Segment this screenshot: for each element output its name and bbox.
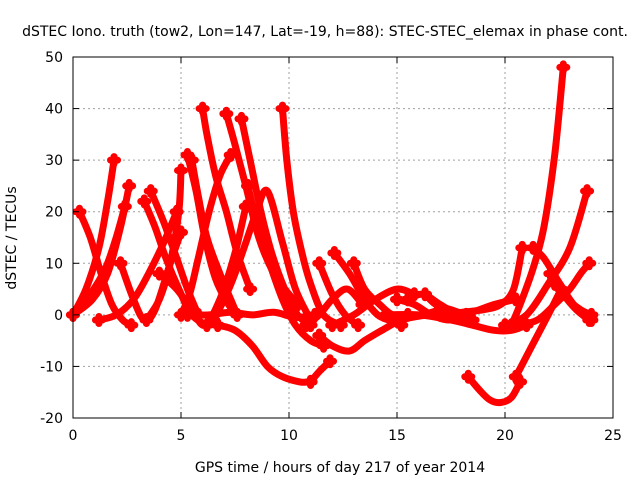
series-line bbox=[244, 182, 328, 350]
plus-marker bbox=[508, 292, 523, 307]
plus-marker bbox=[152, 266, 167, 281]
plus-marker bbox=[195, 101, 210, 116]
x-tick-label: 25 bbox=[604, 428, 622, 444]
plus-marker bbox=[174, 163, 188, 178]
plus-marker bbox=[206, 313, 221, 328]
series-line bbox=[142, 167, 185, 324]
x-axis-label: GPS time / hours of day 217 of year 2014 bbox=[195, 460, 485, 476]
plus-marker bbox=[312, 328, 327, 343]
plus-marker bbox=[498, 318, 512, 333]
series-arc-20 bbox=[303, 354, 338, 389]
plus-marker bbox=[122, 178, 137, 193]
series-line bbox=[330, 249, 405, 329]
plus-marker bbox=[312, 256, 327, 271]
series-line bbox=[508, 63, 567, 329]
plus-marker bbox=[379, 307, 394, 322]
x-tick-label: 5 bbox=[177, 428, 186, 444]
plus-marker bbox=[299, 318, 314, 333]
y-tick-label: 30 bbox=[45, 153, 63, 169]
y-tick-label: -10 bbox=[40, 359, 63, 375]
plus-marker bbox=[180, 307, 195, 322]
y-tick-label: 50 bbox=[45, 50, 63, 66]
plus-marker bbox=[143, 184, 158, 199]
chart-title: dSTEC Iono. truth (tow2, Lon=147, Lat=-1… bbox=[22, 24, 628, 40]
plus-marker bbox=[275, 101, 290, 116]
plus-marker bbox=[303, 374, 318, 389]
plus-marker bbox=[351, 318, 366, 333]
series-line bbox=[188, 156, 241, 319]
plus-marker bbox=[323, 354, 338, 369]
series-line bbox=[95, 208, 181, 324]
plus-marker bbox=[400, 292, 415, 307]
plus-marker bbox=[418, 287, 433, 302]
series-line bbox=[69, 182, 133, 319]
plus-marker bbox=[243, 282, 258, 297]
y-tick-label: -20 bbox=[40, 411, 63, 427]
plus-marker bbox=[461, 369, 476, 384]
plus-marker bbox=[526, 240, 541, 255]
plus-marker bbox=[508, 369, 523, 384]
plus-marker bbox=[325, 318, 340, 333]
grid-lines bbox=[73, 57, 613, 418]
plus-marker bbox=[543, 266, 558, 281]
y-tick-label: 0 bbox=[54, 308, 63, 324]
plot-frame bbox=[72, 56, 614, 419]
plus-marker bbox=[390, 292, 404, 307]
plus-marker bbox=[584, 307, 599, 322]
series-line bbox=[76, 208, 135, 329]
plus-marker bbox=[582, 256, 597, 271]
series-arc-26 bbox=[327, 245, 409, 333]
y-tick-labels: -20 -10 0 10 20 30 40 50 bbox=[40, 50, 63, 427]
y-tick-label: 10 bbox=[45, 256, 63, 272]
series-line bbox=[328, 285, 418, 329]
series-line bbox=[69, 156, 118, 319]
plus-marker bbox=[113, 256, 128, 271]
series-line bbox=[238, 115, 315, 329]
plus-marker bbox=[556, 60, 571, 75]
data-series-layer bbox=[66, 60, 599, 407]
plus-marker bbox=[91, 313, 106, 328]
series-line bbox=[464, 373, 524, 407]
series-arc-9 bbox=[139, 163, 188, 328]
axis-ticks bbox=[72, 56, 614, 419]
x-tick-label: 10 bbox=[280, 428, 298, 444]
plus-marker bbox=[240, 178, 255, 193]
series-line bbox=[436, 244, 526, 319]
series-arc-25 bbox=[312, 256, 366, 333]
plus-marker bbox=[580, 184, 595, 199]
plus-marker bbox=[107, 153, 122, 168]
series-line bbox=[214, 321, 315, 386]
plus-marker bbox=[139, 313, 154, 328]
plus-marker bbox=[124, 318, 139, 333]
series-line bbox=[315, 259, 362, 329]
x-tick-label: 0 bbox=[69, 428, 78, 444]
series-arc-42 bbox=[547, 276, 599, 322]
plus-marker bbox=[327, 245, 342, 260]
y-tick-label: 40 bbox=[45, 102, 63, 118]
y-tick-label: 20 bbox=[45, 205, 63, 221]
x-tick-label: 15 bbox=[388, 428, 406, 444]
series-line bbox=[209, 186, 315, 324]
plus-marker bbox=[184, 153, 199, 168]
plus-marker bbox=[137, 194, 152, 209]
plus-marker bbox=[219, 106, 234, 121]
plus-marker bbox=[515, 240, 530, 255]
plus-marker bbox=[234, 111, 249, 126]
x-tick-label: 20 bbox=[496, 428, 514, 444]
y-axis-label: dSTEC / TECUs bbox=[4, 186, 20, 289]
plus-marker bbox=[346, 256, 361, 271]
plus-marker bbox=[223, 147, 238, 162]
x-tick-labels: 0 5 10 15 20 25 bbox=[69, 428, 622, 444]
plus-marker bbox=[547, 276, 562, 291]
